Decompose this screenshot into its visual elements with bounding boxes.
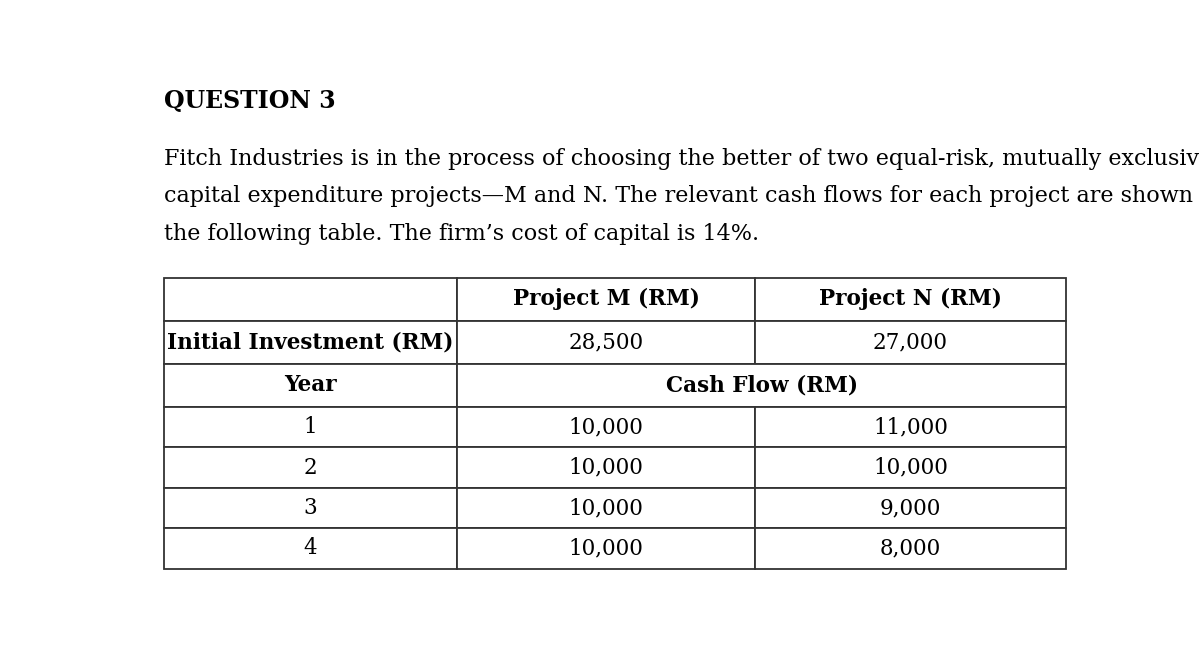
Text: 11,000: 11,000 bbox=[874, 416, 948, 438]
Bar bbox=[755, 321, 1066, 364]
Text: 10,000: 10,000 bbox=[569, 456, 643, 478]
Bar bbox=[164, 447, 457, 488]
Bar bbox=[457, 528, 755, 569]
Bar bbox=[164, 364, 457, 407]
Text: 10,000: 10,000 bbox=[874, 456, 948, 478]
Bar bbox=[755, 278, 1066, 321]
Text: Project N (RM): Project N (RM) bbox=[820, 288, 1002, 310]
Text: the following table. The firm’s cost of capital is 14%.: the following table. The firm’s cost of … bbox=[164, 223, 760, 245]
Bar bbox=[164, 321, 457, 364]
Bar bbox=[755, 528, 1066, 569]
Text: Fitch Industries is in the process of choosing the better of two equal-risk, mut: Fitch Industries is in the process of ch… bbox=[164, 148, 1200, 170]
Bar bbox=[457, 278, 755, 321]
Bar bbox=[755, 447, 1066, 488]
Bar bbox=[457, 407, 755, 447]
Text: 1: 1 bbox=[304, 416, 317, 438]
Bar bbox=[164, 488, 457, 528]
Text: 10,000: 10,000 bbox=[569, 416, 643, 438]
Text: Cash Flow (RM): Cash Flow (RM) bbox=[666, 374, 858, 397]
Bar bbox=[457, 488, 755, 528]
Bar bbox=[457, 364, 1066, 407]
Text: 27,000: 27,000 bbox=[872, 332, 948, 353]
Bar bbox=[457, 447, 755, 488]
Bar bbox=[457, 321, 755, 364]
Text: 10,000: 10,000 bbox=[569, 497, 643, 519]
Text: Project M (RM): Project M (RM) bbox=[512, 288, 700, 310]
Text: 8,000: 8,000 bbox=[880, 537, 941, 559]
Bar bbox=[164, 528, 457, 569]
Text: 28,500: 28,500 bbox=[569, 332, 643, 353]
Text: 2: 2 bbox=[304, 456, 318, 478]
Text: 10,000: 10,000 bbox=[569, 537, 643, 559]
Text: 9,000: 9,000 bbox=[880, 497, 941, 519]
Text: 3: 3 bbox=[304, 497, 318, 519]
Text: capital expenditure projects—M and N. The relevant cash flows for each project a: capital expenditure projects—M and N. Th… bbox=[164, 186, 1200, 207]
Bar bbox=[164, 407, 457, 447]
Bar bbox=[164, 278, 457, 321]
Text: 4: 4 bbox=[304, 537, 317, 559]
Bar bbox=[755, 407, 1066, 447]
Text: Initial Investment (RM): Initial Investment (RM) bbox=[167, 332, 454, 353]
Bar bbox=[755, 488, 1066, 528]
Text: QUESTION 3: QUESTION 3 bbox=[164, 89, 336, 113]
Text: Year: Year bbox=[284, 374, 337, 397]
